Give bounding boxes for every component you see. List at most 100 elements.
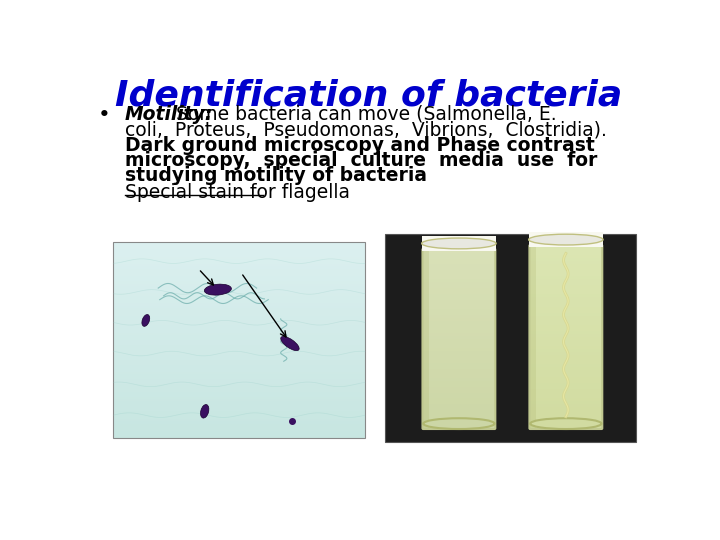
Bar	[113, 372, 365, 374]
Bar	[530, 385, 601, 389]
Bar	[423, 273, 495, 276]
Bar	[113, 259, 365, 261]
Bar	[113, 284, 365, 286]
Bar	[530, 403, 601, 407]
Bar	[530, 267, 601, 270]
Bar	[423, 350, 495, 354]
Bar	[113, 303, 365, 306]
Bar	[113, 411, 365, 414]
Bar	[530, 397, 601, 401]
Bar	[113, 320, 365, 323]
Bar	[113, 330, 365, 333]
Bar	[113, 313, 365, 315]
Bar	[113, 266, 365, 269]
Bar	[530, 282, 601, 285]
Bar	[113, 384, 365, 387]
Bar	[530, 327, 601, 331]
Bar	[530, 245, 601, 249]
Bar	[113, 293, 365, 296]
Bar	[423, 374, 495, 377]
Bar	[423, 318, 495, 321]
Bar	[423, 321, 495, 324]
Bar	[423, 291, 495, 294]
Bar	[423, 389, 495, 393]
Bar	[113, 355, 365, 357]
Bar	[423, 372, 495, 375]
Bar	[423, 416, 495, 419]
Bar	[113, 418, 365, 421]
Bar	[530, 303, 601, 307]
Bar	[530, 294, 601, 298]
Bar	[423, 401, 495, 404]
Bar	[530, 340, 601, 343]
Bar	[113, 347, 365, 350]
Bar	[530, 392, 601, 395]
Ellipse shape	[423, 418, 495, 429]
Bar	[530, 401, 601, 404]
Bar	[113, 269, 365, 272]
Bar	[113, 288, 365, 291]
Bar	[113, 369, 365, 372]
Bar	[113, 299, 365, 301]
Bar	[113, 276, 365, 279]
Bar	[530, 276, 601, 279]
Bar	[530, 321, 601, 325]
Bar	[113, 252, 365, 254]
Bar	[530, 330, 601, 334]
Bar	[530, 300, 601, 303]
Bar	[423, 261, 495, 265]
Bar	[530, 254, 601, 258]
Bar	[423, 312, 495, 315]
Bar	[113, 377, 365, 379]
Bar	[113, 310, 365, 313]
Bar	[423, 407, 495, 410]
Bar	[113, 335, 365, 338]
Bar	[113, 338, 365, 340]
Bar	[530, 336, 601, 340]
Ellipse shape	[528, 234, 603, 245]
Bar	[423, 339, 495, 342]
Bar	[423, 306, 495, 309]
Bar	[113, 421, 365, 423]
Text: Motility:: Motility:	[125, 105, 213, 124]
Bar	[113, 264, 365, 266]
Bar	[113, 394, 365, 396]
Bar	[113, 291, 365, 293]
Bar	[113, 399, 365, 401]
Bar	[113, 308, 365, 310]
Bar	[423, 404, 495, 407]
Bar	[423, 276, 495, 279]
Bar	[423, 386, 495, 389]
Bar	[423, 282, 495, 285]
Bar	[113, 362, 365, 365]
Bar	[113, 357, 365, 360]
Bar	[530, 416, 601, 419]
Bar	[423, 410, 495, 413]
Bar	[113, 428, 365, 431]
Bar	[113, 379, 365, 382]
Bar	[530, 346, 601, 349]
Bar	[530, 352, 601, 355]
Bar	[423, 383, 495, 387]
Bar	[423, 297, 495, 300]
Bar	[423, 255, 495, 259]
Text: •: •	[98, 105, 110, 125]
Bar	[530, 334, 601, 337]
Bar	[113, 261, 365, 264]
Bar	[423, 380, 495, 383]
Bar	[423, 309, 495, 312]
Bar	[113, 431, 365, 433]
Bar	[113, 296, 365, 299]
Bar	[422, 236, 496, 251]
Bar	[423, 419, 495, 422]
Bar	[113, 272, 365, 274]
Bar	[530, 410, 601, 413]
Bar	[423, 300, 495, 303]
Bar	[423, 285, 495, 288]
Bar	[530, 355, 601, 358]
Bar	[113, 323, 365, 325]
Bar	[423, 392, 495, 395]
Bar	[423, 425, 495, 428]
Bar	[384, 234, 636, 442]
Bar	[530, 309, 601, 313]
